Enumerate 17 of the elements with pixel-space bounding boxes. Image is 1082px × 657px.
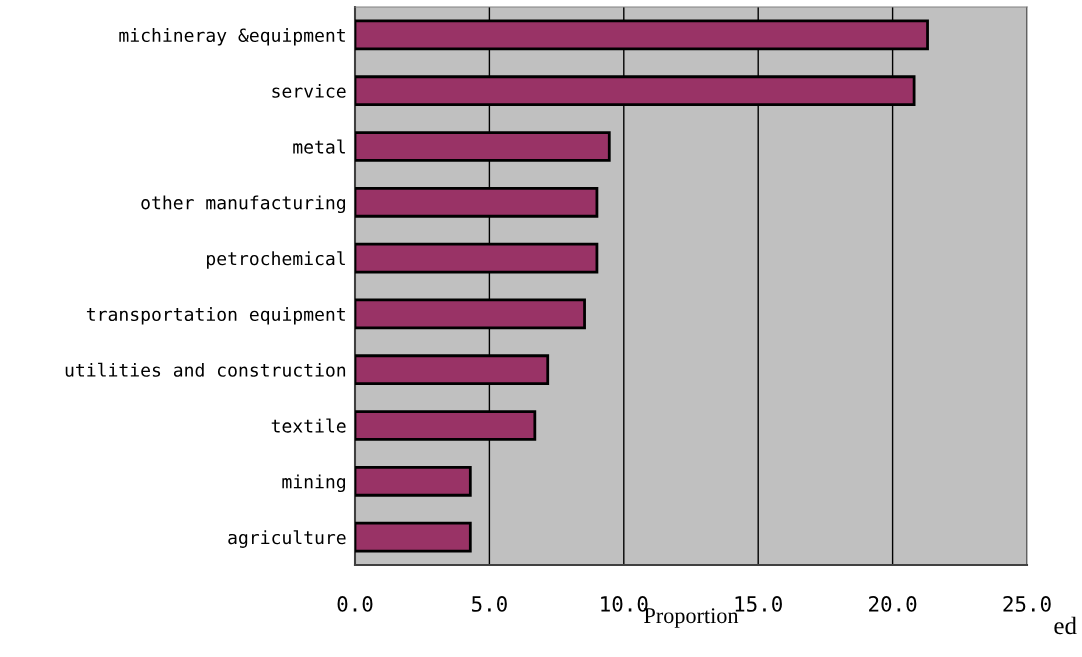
y-tick-label: metal bbox=[293, 139, 345, 154]
y-tick-label: utilities and construction bbox=[65, 362, 346, 377]
y-tick-label: service bbox=[272, 83, 346, 98]
y-tick-label: other manufacturing bbox=[141, 195, 345, 214]
y-tick-label: transportation equipment bbox=[86, 307, 345, 325]
bar bbox=[355, 465, 472, 497]
text: ed bbox=[1054, 616, 1077, 635]
y-tick-label: petrochemical bbox=[207, 251, 345, 269]
x-tick-label: 25.0 bbox=[1003, 596, 1051, 612]
y-tick-label: agriculture bbox=[228, 530, 346, 548]
y-tick-label: textile bbox=[271, 418, 346, 433]
y-tick-label: michineray &equipment bbox=[119, 28, 345, 46]
x-tick-label: 0.0 bbox=[337, 596, 373, 612]
y-tick-label: mining bbox=[282, 474, 345, 493]
bar bbox=[355, 521, 472, 553]
x-tick-label: 20.0 bbox=[869, 596, 917, 612]
x-tick-label: 5.0 bbox=[472, 596, 507, 612]
